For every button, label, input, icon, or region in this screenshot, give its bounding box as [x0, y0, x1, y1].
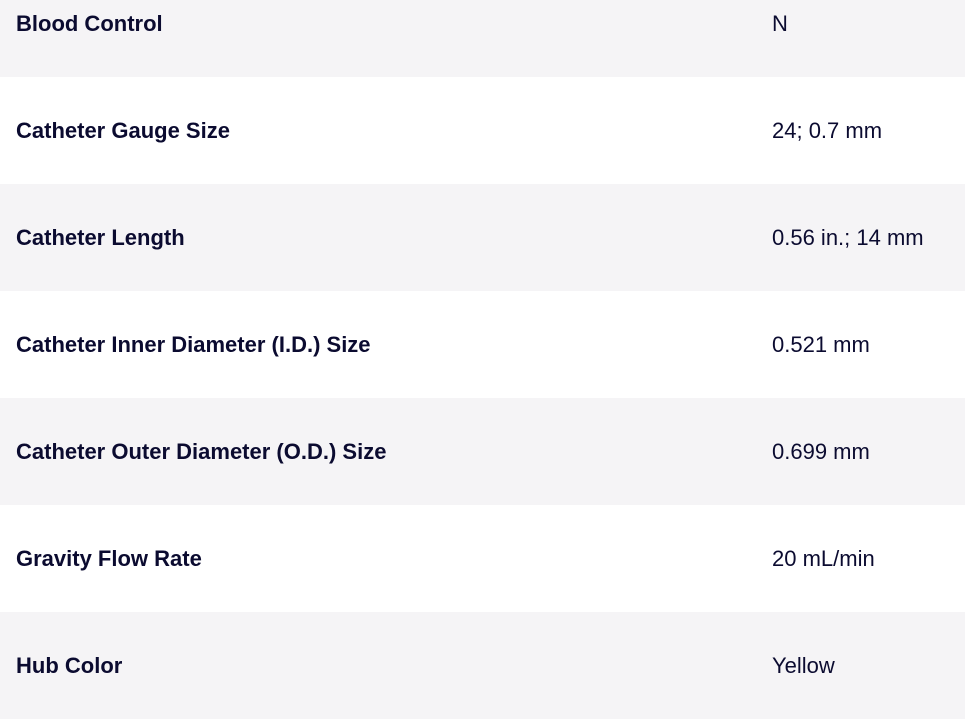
table-row: Hub Color Yellow	[0, 612, 965, 719]
spec-value: 0.699 mm	[772, 438, 870, 464]
spec-value: 0.56 in.; 14 mm	[772, 224, 924, 250]
spec-label: Catheter Gauge Size	[16, 117, 230, 143]
spec-label: Hub Color	[16, 652, 123, 678]
table-row: Catheter Outer Diameter (O.D.) Size 0.69…	[0, 398, 965, 505]
table-row: Gravity Flow Rate 20 mL/min	[0, 505, 965, 612]
spec-value: Yellow	[772, 652, 835, 678]
spec-value: 0.521 mm	[772, 331, 870, 357]
spec-label: Blood Control	[16, 10, 163, 36]
spec-label: Gravity Flow Rate	[16, 545, 202, 571]
spec-label: Catheter Inner Diameter (I.D.) Size	[16, 331, 371, 357]
table-row: Catheter Inner Diameter (I.D.) Size 0.52…	[0, 291, 965, 398]
spec-label: Catheter Length	[16, 224, 185, 250]
table-row: Blood Control N	[0, 0, 965, 77]
table-row: Catheter Gauge Size 24; 0.7 mm	[0, 77, 965, 184]
table-row: Catheter Length 0.56 in.; 14 mm	[0, 184, 965, 291]
spec-value: N	[772, 10, 788, 36]
spec-value: 24; 0.7 mm	[772, 117, 883, 143]
spec-label: Catheter Outer Diameter (O.D.) Size	[16, 438, 387, 464]
spec-value: 20 mL/min	[772, 545, 875, 571]
